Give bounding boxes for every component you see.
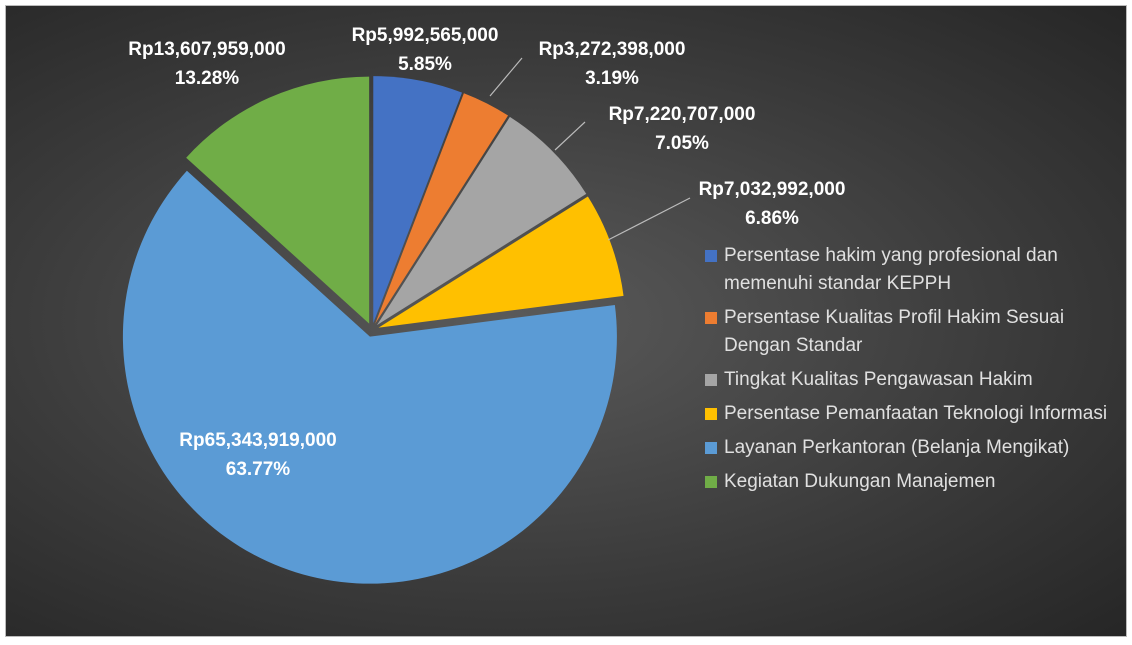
legend-swatch: [705, 250, 717, 262]
value-label: Rp7,220,707,000: [609, 104, 756, 125]
percent-label: 6.86%: [745, 208, 799, 229]
pie-slice: [122, 170, 617, 584]
leader-line: [554, 121, 586, 151]
pie-slice: [378, 196, 624, 328]
pie-slice: [376, 116, 587, 326]
value-label: Rp7,032,992,000: [699, 179, 846, 200]
pie-slice: [375, 93, 509, 324]
legend-item: Persentase Pemanfaatan Teknologi Informa…: [705, 400, 1115, 428]
legend-swatch: [705, 442, 717, 454]
legend-label: Persentase Kualitas Profil Hakim Sesuai …: [724, 307, 1065, 356]
legend-label: Layanan Perkantoran (Belanja Mengikat): [724, 437, 1070, 458]
pie-slice: [373, 76, 463, 324]
legend-swatch: [705, 374, 717, 386]
leader-line: [607, 197, 691, 241]
legend: Persentase hakim yang profesional dan me…: [705, 242, 1115, 502]
legend-item: Persentase hakim yang profesional dan me…: [705, 242, 1115, 298]
percent-label: 5.85%: [398, 54, 452, 75]
percent-label: 7.05%: [655, 133, 709, 154]
percent-label: 63.77%: [226, 459, 291, 480]
legend-label: Persentase Pemanfaatan Teknologi Informa…: [724, 403, 1108, 424]
leader-line: [489, 57, 523, 97]
value-label: Rp3,272,398,000: [539, 39, 686, 60]
legend-label: Persentase hakim yang profesional dan me…: [724, 245, 1058, 294]
value-label: Rp65,343,919,000: [179, 430, 336, 451]
legend-item: Kegiatan Dukungan Manajemen: [705, 468, 1115, 496]
percent-label: 3.19%: [585, 68, 639, 89]
legend-swatch: [705, 408, 717, 420]
legend-item: Tingkat Kualitas Pengawasan Hakim: [705, 366, 1115, 394]
legend-item: Layanan Perkantoran (Belanja Mengikat): [705, 434, 1115, 462]
legend-label: Kegiatan Dukungan Manajemen: [724, 471, 996, 492]
legend-swatch: [705, 476, 717, 488]
value-label: Rp5,992,565,000: [352, 25, 499, 46]
legend-item: Persentase Kualitas Profil Hakim Sesuai …: [705, 304, 1115, 360]
percent-label: 13.28%: [175, 68, 240, 89]
legend-swatch: [705, 312, 717, 324]
pie-slice: [186, 76, 370, 324]
value-label: Rp13,607,959,000: [128, 39, 285, 60]
legend-label: Tingkat Kualitas Pengawasan Hakim: [724, 369, 1033, 390]
